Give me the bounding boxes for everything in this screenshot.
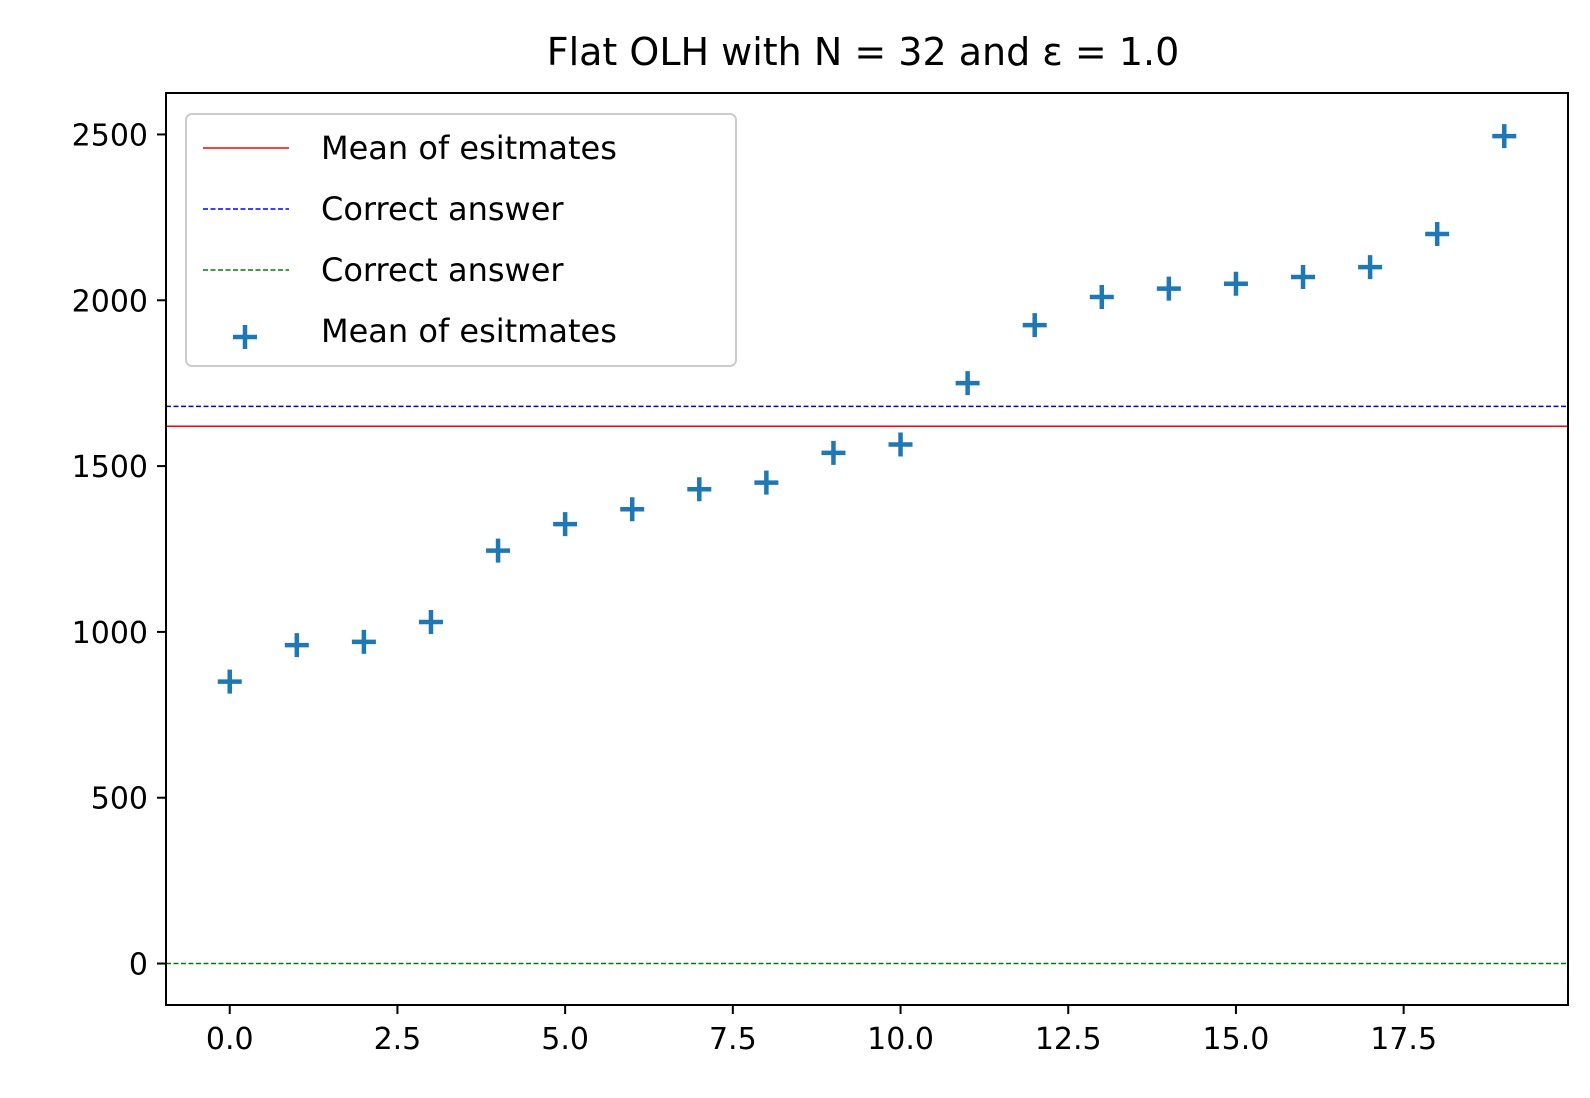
legend-label-1: Correct answer <box>321 190 564 228</box>
scatter-point <box>217 669 242 694</box>
scatter-point <box>620 497 645 522</box>
y-tick-label: 2500 <box>72 118 148 153</box>
scatter-point <box>1156 276 1181 301</box>
scatter-point <box>888 432 913 457</box>
scatter-point <box>1223 271 1248 296</box>
y-tick-label: 0 <box>129 948 148 983</box>
scatter-point <box>1492 124 1517 149</box>
x-tick-label: 0.0 <box>206 1022 254 1057</box>
x-tick-label: 17.5 <box>1370 1022 1437 1057</box>
scatter-point <box>1291 265 1316 290</box>
scatter-point <box>955 371 980 396</box>
legend-label-3: Mean of esitmates <box>321 312 617 350</box>
x-tick-label: 12.5 <box>1035 1022 1102 1057</box>
scatter-point <box>687 477 712 502</box>
scatter-point <box>418 609 443 634</box>
x-tick-label: 5.0 <box>541 1022 589 1057</box>
scatter-point <box>351 629 376 654</box>
scatter-point <box>821 440 846 465</box>
y-tick-label: 500 <box>91 782 148 817</box>
y-tick-label: 1000 <box>72 616 148 651</box>
x-tick-label: 10.0 <box>867 1022 934 1057</box>
plot-area <box>166 124 1568 965</box>
y-tick-label: 1500 <box>72 450 148 485</box>
legend: Mean of esitmates Correct answer Correct a… <box>185 113 737 367</box>
axes-frame <box>165 92 1569 1006</box>
legend-label-2: Correct answer <box>321 251 564 289</box>
scatter-point <box>1089 284 1114 309</box>
scatter-point <box>754 470 779 495</box>
legend-marker <box>233 325 257 349</box>
y-tick-label: 2000 <box>72 284 148 319</box>
legend-frame <box>185 113 737 367</box>
x-tick-label: 2.5 <box>374 1022 422 1057</box>
chart-title: Flat OLH with N = 32 and ε = 1.0 <box>547 30 1180 74</box>
scatter-point <box>553 512 578 537</box>
x-tick-label: 7.5 <box>709 1022 757 1057</box>
scatter-point <box>284 633 309 658</box>
scatter-point <box>1425 221 1450 246</box>
scatter-point <box>1022 313 1047 338</box>
legend-label-0: Mean of esitmates <box>321 129 617 167</box>
axes: 0.0 2.5 5.0 7.5 10.0 12.5 15.0 17.5 0 500 1000 1500… <box>72 92 1569 1057</box>
scatter-point <box>486 538 511 563</box>
scatter-point <box>1358 255 1383 280</box>
x-tick-label: 15.0 <box>1203 1022 1270 1057</box>
